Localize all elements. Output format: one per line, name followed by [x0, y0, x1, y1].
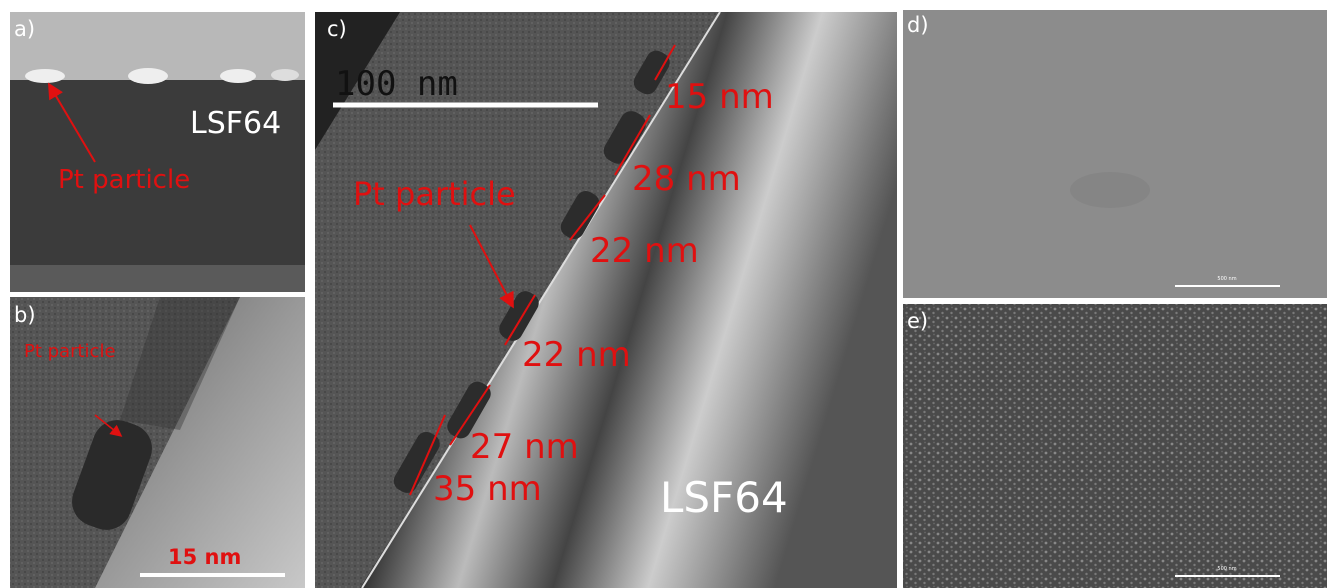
panel-d: d) 500 nm [903, 10, 1327, 298]
size-label: 15 nm [665, 77, 774, 117]
annotation: Pt particle [58, 165, 190, 195]
annotation: Pt particle [353, 175, 516, 213]
panel-label: d) [907, 13, 929, 37]
scale-label: 100 nm [335, 64, 458, 104]
scale-label: 500 nm [1217, 566, 1236, 572]
panel-c: c) 100 nm Pt particle 15 nm 28 nm 22 nm … [315, 12, 897, 588]
panel-label: c) [327, 17, 347, 41]
panel-label: e) [907, 309, 928, 333]
size-label: 22 nm [590, 231, 699, 271]
size-label: 35 nm [433, 469, 542, 509]
size-label: 22 nm [522, 335, 631, 375]
figure: a) LSF64 Pt particle b) Pt particle 15 n… [0, 0, 1327, 588]
size-label: 27 nm [470, 427, 579, 467]
scale-label: 15 nm [168, 545, 241, 569]
panel-e: e) 500 nm [903, 304, 1327, 588]
panel-b: b) Pt particle 15 nm [10, 297, 305, 588]
size-label: 28 nm [632, 159, 741, 199]
scale-label: 500 nm [1217, 276, 1236, 282]
panel-label: b) [14, 303, 36, 327]
panel-label: a) [14, 17, 35, 41]
panel-a: a) LSF64 Pt particle [10, 12, 305, 292]
material-label: LSF64 [660, 473, 788, 522]
material-label: LSF64 [190, 106, 281, 141]
annotation: Pt particle [24, 341, 116, 362]
